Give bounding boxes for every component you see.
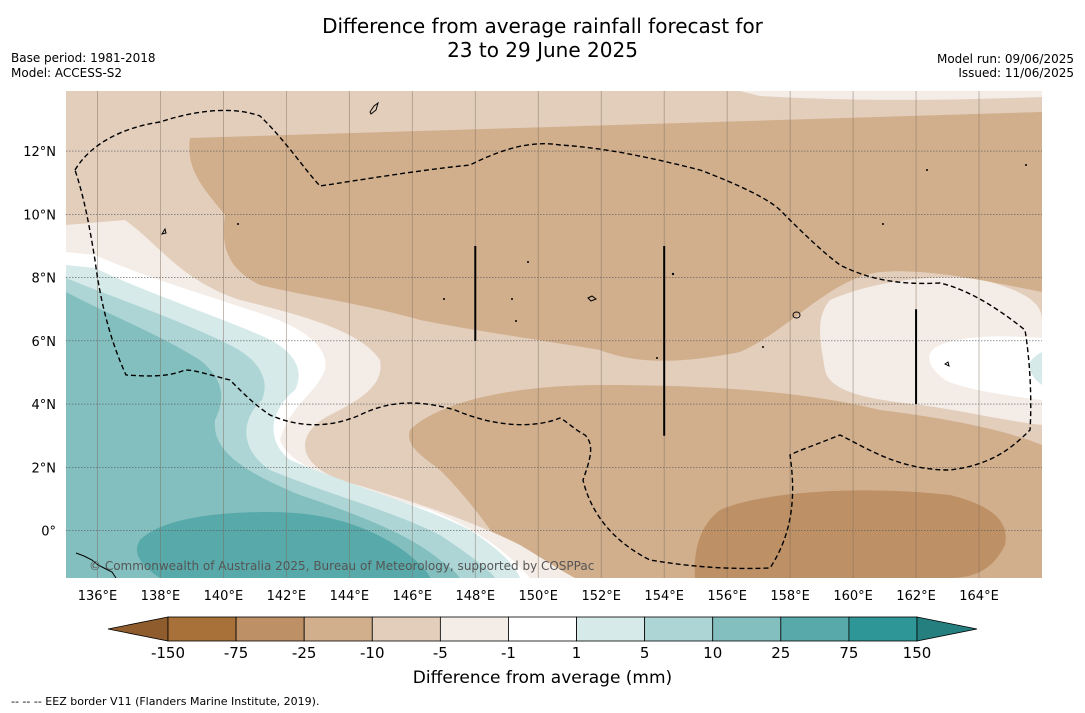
issued-date: Issued: 11/06/2025 <box>958 66 1074 80</box>
title-line-2: 23 to 29 June 2025 <box>447 38 638 62</box>
meta-right: Model run: 09/06/2025 Issued: 11/06/2025 <box>937 52 1074 80</box>
atoll-marker <box>511 298 513 300</box>
colorbar-tick-label: -5 <box>433 644 448 662</box>
model-name: Model: ACCESS-S2 <box>11 66 123 80</box>
atoll-marker <box>882 223 884 225</box>
island-pohnpei <box>792 311 801 319</box>
longitude-tick-label: 138°E <box>141 589 181 604</box>
colorbar-swatch <box>576 616 646 642</box>
eez-solid-segments <box>474 245 918 436</box>
eez-legend-note: -- -- -- EEZ border V11 (Flanders Marine… <box>11 695 320 708</box>
longitude-tick-label: 164°E <box>959 589 999 604</box>
latitude-tick-label: 2°N <box>32 461 57 476</box>
atoll-marker <box>1025 164 1027 166</box>
colorbar-tick-label: -150 <box>151 644 185 662</box>
colorbar-tick-label: -10 <box>360 644 385 662</box>
colorbar-tick-label: 5 <box>640 644 650 662</box>
near-average-top <box>740 91 1042 100</box>
meta-left: Base period: 1981-2018 Model: ACCESS-S2 <box>11 51 156 81</box>
colorbar-extend-high <box>916 616 978 642</box>
colorbar-swatch <box>303 616 373 642</box>
longitude-tick-label: 158°E <box>770 589 810 604</box>
atoll-marker <box>527 261 529 263</box>
colorbar-swatch <box>371 616 441 642</box>
longitude-tick-label: 140°E <box>204 589 244 604</box>
base-period: Base period: 1981-2018 <box>11 51 156 65</box>
island-new-guinea-coast <box>75 552 117 578</box>
map-panel: © Commonwealth of Australia 2025, Bureau… <box>66 91 1042 578</box>
colorbar-title: Difference from average (mm) <box>412 668 673 688</box>
longitude-tick-label: 156°E <box>707 589 747 604</box>
island-yap <box>160 227 167 235</box>
longitude-tick-label: 148°E <box>456 589 496 604</box>
map-title: Difference from average rainfall forecas… <box>0 14 1085 62</box>
colorbar-tick-label: -25 <box>292 644 317 662</box>
longitude-tick-label: 146°E <box>393 589 433 604</box>
colorbar-swatch <box>235 616 305 642</box>
atoll-marker <box>656 357 658 359</box>
colorbar-swatch <box>848 616 918 642</box>
colorbar-tick-label: 1 <box>572 644 582 662</box>
atoll-marker <box>515 320 517 322</box>
atoll-marker <box>443 298 445 300</box>
model-run: Model run: 09/06/2025 <box>936 52 1074 66</box>
dry-region-strong <box>694 490 1006 578</box>
longitude-tick-label: 136°E <box>78 589 118 604</box>
longitude-tick-label: 150°E <box>518 589 558 604</box>
wet-region-east-white <box>929 336 1042 400</box>
eez-border-dashed <box>74 109 1032 570</box>
colorbar-tick-label: 75 <box>839 644 858 662</box>
longitude-labels: 136°E 138°E 140°E 142°E 144°E 146°E 148°E 150°E… <box>78 589 999 604</box>
colorbar-tick-label: 10 <box>703 644 722 662</box>
colorbar-extend-low <box>107 616 169 642</box>
colorbar-swatch <box>167 616 237 642</box>
wet-region-strong <box>66 292 460 578</box>
atoll-marker <box>237 223 239 225</box>
atoll-marker <box>671 272 675 276</box>
colorbar-tick-label: -1 <box>501 644 516 662</box>
colorbar-swatch <box>712 616 782 642</box>
latitude-tick-label: 10°N <box>23 208 56 223</box>
atoll-marker <box>926 169 928 171</box>
colorbar-tick-label: 25 <box>771 644 790 662</box>
longitude-tick-label: 162°E <box>896 589 936 604</box>
longitude-tick-label: 160°E <box>833 589 873 604</box>
colorbar-tick-label: -75 <box>224 644 249 662</box>
longitude-tick-label: 144°E <box>330 589 370 604</box>
atoll-marker <box>762 346 764 348</box>
colorbar-swatch <box>644 616 714 642</box>
wet-region-very-strong <box>136 512 430 578</box>
latitude-tick-label: 12°N <box>23 145 56 160</box>
colorbar-swatch <box>780 616 850 642</box>
colorbar: -150 -75 -25 -10 -5 -1 1 5 10 25 75 150 <box>107 616 978 662</box>
colorbar-swatch <box>439 616 509 642</box>
latitude-tick-label: 6°N <box>32 335 57 350</box>
longitude-tick-label: 152°E <box>581 589 621 604</box>
latitude-tick-label: 8°N <box>32 272 57 287</box>
title-line-1: Difference from average rainfall forecas… <box>322 14 763 38</box>
latitude-gridlines <box>66 150 1042 531</box>
colorbar-swatch <box>508 616 577 642</box>
longitude-gridlines <box>97 91 980 578</box>
latitude-tick-label: 0° <box>41 525 56 540</box>
longitude-tick-label: 154°E <box>644 589 684 604</box>
island-guam <box>369 101 379 115</box>
latitude-tick-label: 4°N <box>32 398 57 413</box>
island-chuuk <box>587 295 598 302</box>
island-kosrae <box>944 361 950 367</box>
wet-region-east-light <box>1029 352 1042 385</box>
copyright-notice: © Commonwealth of Australia 2025, Bureau… <box>89 559 594 573</box>
latitude-labels: 12°N 10°N 8°N 6°N 4°N 2°N 0° <box>23 145 56 539</box>
colorbar-tick-label: 150 <box>903 644 932 662</box>
longitude-tick-label: 142°E <box>267 589 307 604</box>
